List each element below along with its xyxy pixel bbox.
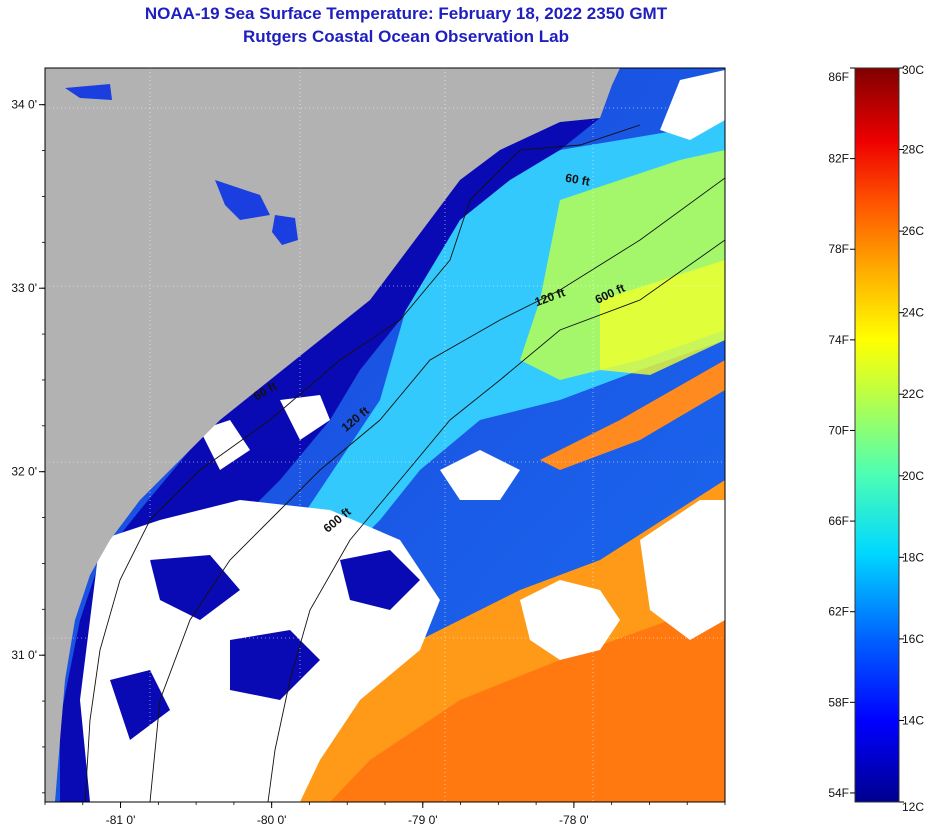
contour-60ft [84,124,641,802]
celsius-tick-label: 12C [902,800,924,814]
celsius-tick-label: 18C [902,550,924,564]
lat-tick-label: 32 0' [11,465,37,479]
fahrenheit-tick-label: 86F [828,70,849,84]
celsius-tick-label: 24C [902,306,924,320]
fahrenheit-tick-label: 70F [828,423,849,437]
fahrenheit-tick-label: 78F [828,242,849,256]
lat-tick-label: 34 0' [11,98,37,112]
inland-lake [215,180,270,220]
warm-water-core [330,600,725,802]
land-mass [45,68,620,802]
shelf-break-water [600,260,725,375]
fahrenheit-tick-label: 62F [828,605,849,619]
colorbar [855,68,899,802]
lon-tick-label: -80 0' [257,813,287,827]
colorbar-scale: 30C 28C 26C 24C 22C 20C 18C 16C 14C 12C 86F 82F 78F 7… [828,63,924,814]
celsius-tick-label: 30C [902,63,924,77]
lon-tick-label: -81 0' [106,813,136,827]
map-image [45,68,725,802]
fahrenheit-tick-label: 54F [828,786,849,800]
contour-120ft [149,177,725,802]
bathymetry-contours [84,124,725,802]
celsius-tick-label: 26C [902,224,924,238]
contour-600ft [267,239,725,802]
contour-label: 60 ft [564,171,591,189]
warm-filament [540,360,725,470]
lat-lon-grid [45,68,725,802]
fahrenheit-tick-label: 58F [828,695,849,709]
celsius-tick-label: 22C [902,387,924,401]
lat-tick-label: 31 0' [11,648,37,662]
map-title: NOAA-19 Sea Surface Temperature: Februar… [144,4,668,23]
fahrenheit-tick-label: 74F [828,333,849,347]
celsius-tick-label: 28C [902,143,924,157]
cloud-gaps [110,550,420,740]
inland-lake [272,215,298,245]
lon-tick-label: -79 0' [408,813,438,827]
lon-tick-label: -78 0' [559,813,589,827]
fahrenheit-tick-label: 82F [828,152,849,166]
celsius-tick-label: 20C [902,469,924,483]
fahrenheit-tick-label: 66F [828,514,849,528]
celsius-tick-label: 16C [902,632,924,646]
inland-lake [65,84,112,100]
lat-tick-label: 33 0' [11,281,37,295]
map-subtitle: Rutgers Coastal Ocean Observation Lab [243,27,569,46]
map-axes: -81 0' -80 0' -79 0' -78 0' 34 0' 33 0' 32 0' 3… [11,98,726,827]
colorbar-frame [854,67,900,803]
celsius-tick-label: 14C [902,713,924,727]
